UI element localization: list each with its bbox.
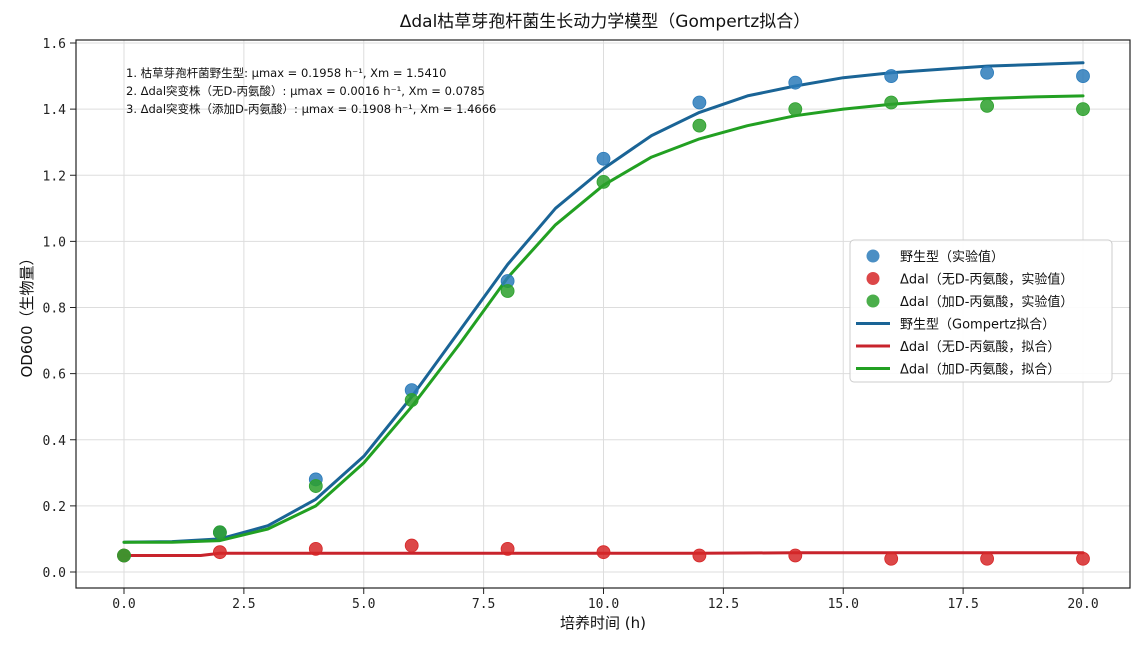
data-point bbox=[884, 95, 899, 110]
data-point bbox=[596, 151, 611, 166]
y-tick-label: 1.4 bbox=[43, 103, 67, 118]
x-tick-label: 20.0 bbox=[1067, 597, 1098, 612]
x-tick-label: 12.5 bbox=[708, 597, 739, 612]
data-point bbox=[980, 98, 994, 113]
legend-item: Δdal（加D-丙氨酸，拟合） bbox=[856, 363, 1060, 378]
data-point bbox=[500, 541, 515, 556]
x-tick-label: 7.5 bbox=[472, 597, 495, 612]
fit-curve bbox=[122, 61, 1085, 544]
chart-title: Δdal枯草芽孢杆菌生长动力学模型（Gompertz拟合） bbox=[400, 12, 811, 32]
legend-label: Δdal（无D-丙氨酸，实验值） bbox=[900, 272, 1073, 288]
legend-item: 野生型（实验值） bbox=[866, 249, 1004, 265]
x-tick-label: 2.5 bbox=[232, 597, 255, 612]
x-tick-label: 0.0 bbox=[112, 597, 135, 612]
legend-item: Δdal（无D-丙氨酸，拟合） bbox=[856, 340, 1060, 355]
legend-item: Δdal（无D-丙氨酸，实验值） bbox=[866, 272, 1073, 288]
data-point bbox=[308, 479, 323, 493]
legend-item: Δdal（加D-丙氨酸，实验值） bbox=[866, 294, 1073, 310]
data-point bbox=[404, 393, 419, 407]
x-tick-label: 5.0 bbox=[352, 597, 375, 612]
legend-label: Δdal（无D-丙氨酸，拟合） bbox=[900, 340, 1060, 355]
data-point bbox=[500, 284, 515, 298]
data-point bbox=[692, 118, 707, 133]
annotation-line-3: 3. Δdal突变株（添加D-丙氨酸）: μmax = 0.1908 h⁻¹, … bbox=[126, 102, 496, 116]
legend-label: 野生型（Gompertz拟合） bbox=[900, 318, 1055, 333]
data-point bbox=[884, 551, 899, 566]
y-tick-label: 1.6 bbox=[43, 37, 66, 52]
annotation-line-2: 2. Δdal突变株（无D-丙氨酸）: μmax = 0.0016 h⁻¹, X… bbox=[126, 84, 485, 98]
y-axis-label: OD600（生物量） bbox=[18, 251, 36, 378]
data-point bbox=[788, 75, 803, 90]
data-point bbox=[596, 174, 611, 189]
data-point bbox=[788, 102, 803, 117]
data-point bbox=[980, 65, 994, 80]
data-point bbox=[117, 548, 131, 563]
data-point bbox=[884, 69, 899, 83]
y-tick-label: 0.4 bbox=[43, 434, 67, 449]
x-axis-label: 培养时间 (h) bbox=[560, 614, 646, 632]
legend-marker-icon bbox=[866, 294, 880, 308]
data-point bbox=[788, 548, 803, 563]
legend-box bbox=[849, 239, 1113, 383]
y-tick-label: 0.2 bbox=[43, 500, 66, 515]
y-tick-label: 1.0 bbox=[43, 235, 66, 250]
legend: 野生型（实验值） Δdal（无D-丙氨酸，实验值） Δdal（加D-丙氨酸，实验值）… bbox=[849, 239, 1113, 383]
x-tick-label: 17.5 bbox=[947, 597, 978, 612]
data-point bbox=[692, 95, 707, 110]
legend-label: Δdal（加D-丙氨酸，实验值） bbox=[900, 294, 1073, 310]
data-point bbox=[212, 545, 227, 560]
data-point bbox=[596, 545, 611, 560]
legend-label: 野生型（实验值） bbox=[900, 249, 1004, 265]
data-point bbox=[212, 525, 227, 540]
x-axis: 0.0 2.5 5.0 7.5 10.0 12.5 15.0 17.5 20.0 bbox=[112, 588, 1099, 612]
data-point bbox=[1076, 69, 1090, 83]
legend-label: Δdal（加D-丙氨酸，拟合） bbox=[900, 363, 1060, 378]
y-axis: 0.0 0.2 0.4 0.6 0.8 1.0 1.2 1.4 1.6 bbox=[43, 37, 76, 581]
y-tick-label: 0.6 bbox=[43, 368, 66, 383]
data-point bbox=[1076, 551, 1090, 566]
data-point bbox=[980, 551, 994, 566]
data-point bbox=[692, 548, 707, 563]
y-tick-label: 0.8 bbox=[43, 302, 66, 317]
legend-marker-icon bbox=[866, 272, 880, 285]
x-tick-label: 15.0 bbox=[828, 597, 859, 612]
series-layer bbox=[117, 61, 1090, 566]
y-tick-label: 1.2 bbox=[43, 169, 66, 184]
x-tick-label: 10.0 bbox=[588, 597, 619, 612]
data-point bbox=[1076, 102, 1090, 117]
fit-parameters-annotation: 1. 枯草芽孢杆菌野生型: μmax = 0.1958 h⁻¹, Xm = 1.… bbox=[126, 66, 496, 116]
annotation-line-1: 1. 枯草芽孢杆菌野生型: μmax = 0.1958 h⁻¹, Xm = 1.… bbox=[126, 66, 446, 80]
data-point bbox=[404, 538, 419, 553]
legend-marker-icon bbox=[866, 249, 880, 263]
data-point bbox=[308, 541, 323, 556]
legend-item: 野生型（Gompertz拟合） bbox=[856, 318, 1055, 333]
y-tick-label: 0.0 bbox=[43, 566, 66, 581]
